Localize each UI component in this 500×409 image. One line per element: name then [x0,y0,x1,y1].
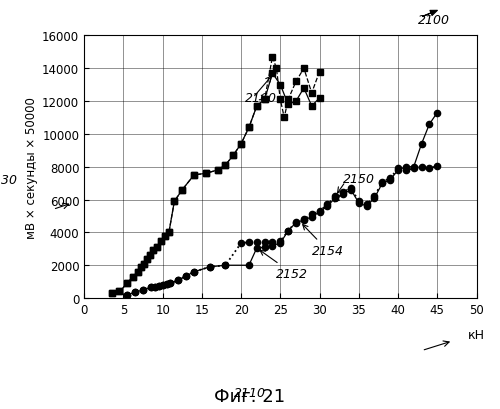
Text: 2110: 2110 [234,387,266,400]
Text: Фиг. 21: Фиг. 21 [214,387,286,405]
Text: 2154: 2154 [302,225,344,257]
Text: 2100: 2100 [418,14,450,27]
Text: 2150: 2150 [334,172,375,202]
Text: 2130: 2130 [0,173,18,187]
Y-axis label: мВ × секунды × 50000: мВ × секунды × 50000 [25,97,38,238]
Text: кН: кН [468,328,485,341]
Text: 2160: 2160 [245,92,277,105]
Text: 2152: 2152 [260,251,308,280]
